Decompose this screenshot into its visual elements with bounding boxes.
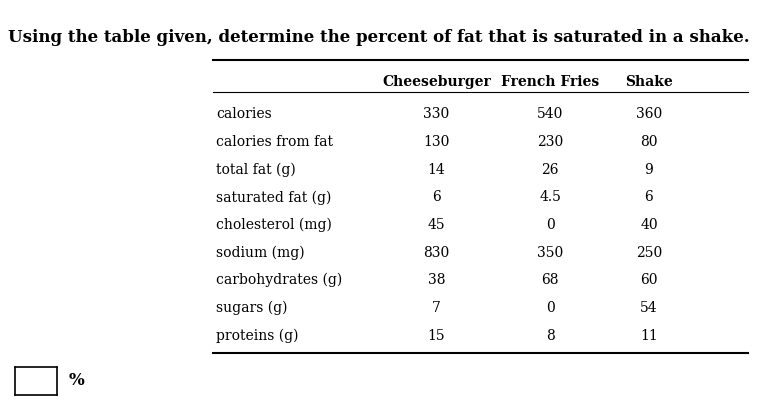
Text: 9: 9 [644, 163, 653, 177]
Text: 60: 60 [640, 273, 658, 287]
Text: carbohydrates (g): carbohydrates (g) [216, 273, 342, 287]
Text: 11: 11 [640, 328, 658, 342]
Text: %: % [68, 372, 84, 390]
Text: French Fries: French Fries [501, 75, 600, 89]
Text: 14: 14 [427, 163, 446, 177]
Text: 360: 360 [636, 107, 662, 122]
Text: total fat (g): total fat (g) [216, 162, 296, 177]
Text: 0: 0 [546, 218, 555, 232]
Text: Cheeseburger: Cheeseburger [382, 75, 491, 89]
Text: 54: 54 [640, 301, 658, 315]
Text: 4.5: 4.5 [540, 190, 561, 204]
Text: saturated fat (g): saturated fat (g) [216, 190, 332, 205]
Text: proteins (g): proteins (g) [216, 328, 299, 343]
Text: 6: 6 [432, 190, 441, 204]
Text: Using the table given, determine the percent of fat that is saturated in a shake: Using the table given, determine the per… [8, 29, 749, 46]
Text: 230: 230 [537, 135, 563, 149]
Text: 80: 80 [640, 135, 658, 149]
Text: 6: 6 [644, 190, 653, 204]
Text: 8: 8 [546, 328, 555, 342]
Text: 130: 130 [424, 135, 449, 149]
Text: cholesterol (mg): cholesterol (mg) [216, 218, 332, 232]
Text: 7: 7 [432, 301, 441, 315]
Text: 350: 350 [537, 246, 563, 260]
Text: calories from fat: calories from fat [216, 135, 333, 149]
Text: sodium (mg): sodium (mg) [216, 245, 305, 260]
Text: 830: 830 [424, 246, 449, 260]
Text: 15: 15 [427, 328, 446, 342]
Text: 250: 250 [636, 246, 662, 260]
Text: calories: calories [216, 107, 272, 122]
Text: 38: 38 [427, 273, 446, 287]
Text: Shake: Shake [625, 75, 672, 89]
Text: 330: 330 [424, 107, 449, 122]
Text: 0: 0 [546, 301, 555, 315]
Text: 68: 68 [541, 273, 559, 287]
Text: sugars (g): sugars (g) [216, 301, 288, 315]
Text: 540: 540 [537, 107, 563, 122]
Text: 45: 45 [427, 218, 446, 232]
Text: 40: 40 [640, 218, 658, 232]
Text: 26: 26 [541, 163, 559, 177]
